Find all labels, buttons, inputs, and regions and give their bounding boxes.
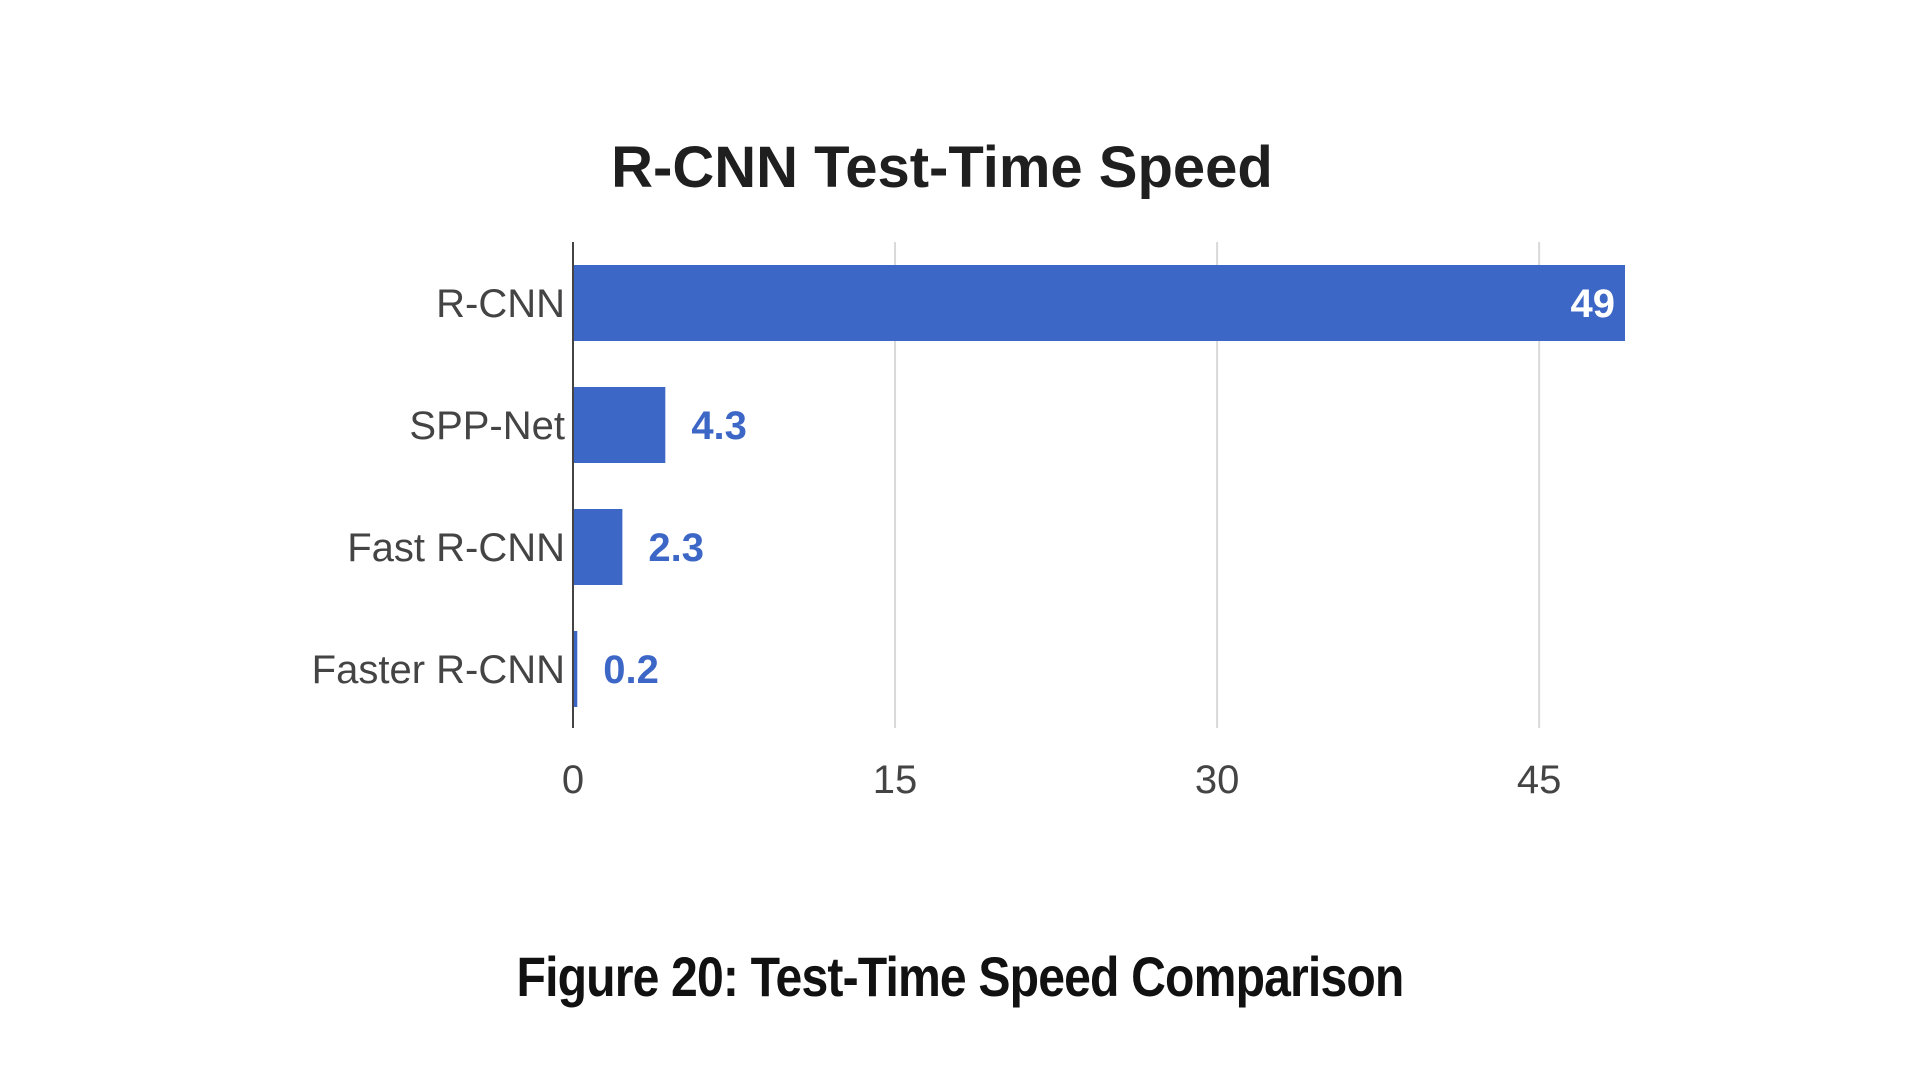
data-label: 49 [1571, 282, 1616, 326]
bar-spp-net [573, 387, 666, 463]
labels: 0 15 30 45 R-CNN 49 SPP-Net 4.3 Fast R-CNN 2.3 Fas… [312, 282, 1615, 802]
bars [573, 265, 1625, 707]
data-label: 0.2 [603, 648, 659, 692]
y-category-label: Fast R-CNN [347, 526, 565, 570]
y-category-label: SPP-Net [409, 404, 565, 448]
bar-faster-r-cnn [573, 631, 578, 707]
x-tick-label: 30 [1195, 758, 1240, 802]
figure-caption: Figure 20: Test-Time Speed Comparison [516, 945, 1405, 1008]
x-tick-label: 0 [562, 758, 584, 802]
y-category-label: R-CNN [436, 282, 565, 326]
bar-r-cnn [573, 265, 1625, 341]
x-tick-label: 45 [1517, 758, 1562, 802]
data-label: 4.3 [691, 404, 747, 448]
chart-title: R-CNN Test-Time Speed [611, 135, 1273, 200]
x-tick-label: 15 [873, 758, 918, 802]
data-label: 2.3 [648, 526, 704, 570]
bar-fast-r-cnn [573, 509, 623, 585]
y-category-label: Faster R-CNN [312, 648, 565, 692]
